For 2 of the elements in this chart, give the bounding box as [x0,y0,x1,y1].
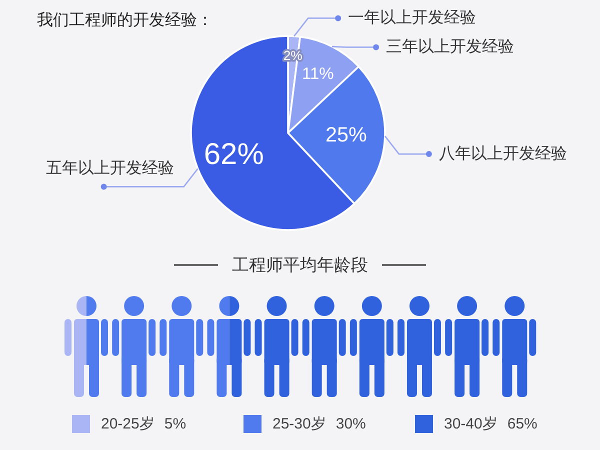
title: 工程师平均年龄段 [232,256,368,274]
title: 我们工程师的开发经验： [37,12,213,29]
